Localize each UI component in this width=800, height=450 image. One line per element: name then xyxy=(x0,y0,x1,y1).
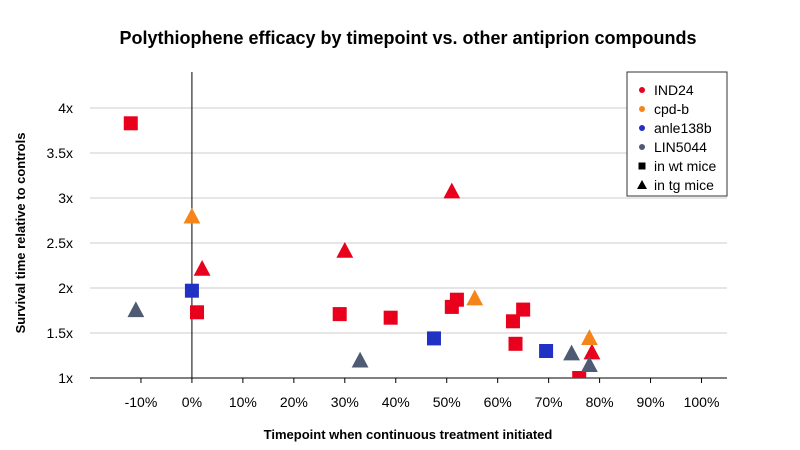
tick-labels: -10% 0% 10% 20% 30% 40% 50% 60% 70% 80% 90% 100% 1x 1… xyxy=(47,100,720,410)
point-ind24-10 xyxy=(508,336,523,351)
x-tick-label-1: 0% xyxy=(182,394,202,410)
point-ind24-2 xyxy=(193,259,211,276)
x-tick-label-9: 80% xyxy=(586,394,614,410)
legend-label-1: cpd-b xyxy=(654,101,689,117)
point-anle138b-1 xyxy=(426,331,441,346)
data-points xyxy=(123,116,601,378)
legend-marker-0 xyxy=(639,87,645,93)
point-cpd-b-2 xyxy=(581,329,598,346)
point-anle138b-0 xyxy=(184,283,199,298)
point-ind24-3 xyxy=(332,307,347,322)
legend-marker-4 xyxy=(638,162,646,170)
x-tick-label-6: 50% xyxy=(433,394,461,410)
axes xyxy=(90,72,727,379)
x-tick-label-11: 100% xyxy=(684,394,720,410)
legend-label-5: in tg mice xyxy=(654,177,714,193)
y-axis-label: Survival time relative to controls xyxy=(13,133,28,334)
point-ind24-11 xyxy=(516,302,531,317)
y-tick-label-3: 2.5x xyxy=(47,235,73,251)
legend-marker-1 xyxy=(639,106,645,112)
legend-label-2: anle138b xyxy=(654,120,712,136)
x-tick-label-8: 70% xyxy=(535,394,563,410)
x-tick-label-4: 30% xyxy=(331,394,359,410)
point-ind24-4 xyxy=(336,241,354,258)
point-ind24-9 xyxy=(505,314,520,329)
point-cpd-b-0 xyxy=(183,207,201,224)
y-tick-label-5: 3.5x xyxy=(47,145,73,161)
y-tick-label-0: 1x xyxy=(58,370,73,386)
point-ind24-5 xyxy=(383,310,398,325)
point-lin5044-2 xyxy=(563,344,580,361)
y-tick-label-2: 2x xyxy=(58,280,73,296)
chart-title: Polythiophene efficacy by timepoint vs. … xyxy=(119,28,696,48)
point-anle138b-2 xyxy=(539,344,554,358)
x-axis-label: Timepoint when continuous treatment init… xyxy=(264,427,553,442)
legend: IND24 cpd-b anle138b LIN5044 in wt mice in tg… xyxy=(626,71,728,197)
x-tick-label-2: 10% xyxy=(229,394,257,410)
point-ind24-7 xyxy=(443,182,461,199)
y-tick-label-4: 3x xyxy=(58,190,73,206)
legend-label-3: LIN5044 xyxy=(654,139,707,155)
point-lin5044-3 xyxy=(581,356,598,373)
point-lin5044-0 xyxy=(127,301,145,318)
x-tick-label-5: 40% xyxy=(382,394,410,410)
point-ind24-8 xyxy=(449,292,464,307)
legend-label-4: in wt mice xyxy=(654,158,716,174)
legend-marker-3 xyxy=(639,144,645,150)
legend-box xyxy=(626,71,728,197)
legend-label-0: IND24 xyxy=(654,82,694,98)
point-ind24-12 xyxy=(572,371,587,378)
point-ind24-0 xyxy=(123,116,138,131)
x-tick-label-0: -10% xyxy=(125,394,158,410)
x-tick-label-10: 90% xyxy=(637,394,665,410)
point-ind24-1 xyxy=(190,305,205,320)
x-tick-label-7: 60% xyxy=(484,394,512,410)
legend-marker-5 xyxy=(637,180,647,189)
point-cpd-b-1 xyxy=(466,289,484,306)
y-tick-label-6: 4x xyxy=(58,100,73,116)
y-tick-label-1: 1.5x xyxy=(47,325,73,341)
x-tick-label-3: 20% xyxy=(280,394,308,410)
legend-marker-2 xyxy=(639,125,645,131)
point-ind24-13 xyxy=(583,343,601,360)
point-lin5044-1 xyxy=(351,351,369,368)
